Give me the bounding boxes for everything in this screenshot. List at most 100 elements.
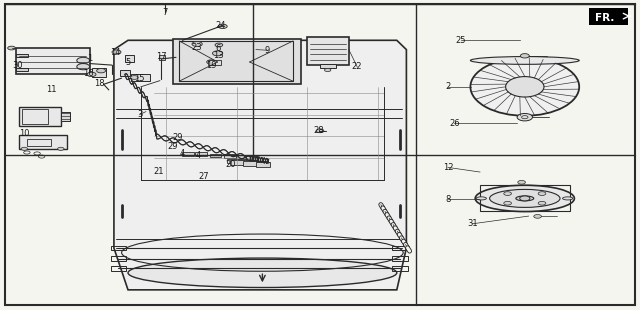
- Circle shape: [87, 72, 96, 77]
- Bar: [159, 55, 165, 60]
- Text: 3: 3: [137, 110, 142, 119]
- Text: 21: 21: [154, 166, 164, 176]
- Text: 10: 10: [19, 129, 29, 138]
- Circle shape: [518, 180, 525, 184]
- Circle shape: [324, 69, 331, 72]
- Text: 5: 5: [125, 58, 131, 67]
- Bar: [320, 64, 336, 68]
- Bar: [236, 155, 247, 159]
- Text: 15: 15: [134, 73, 145, 83]
- Text: 1: 1: [87, 54, 92, 64]
- Circle shape: [58, 147, 64, 150]
- Text: 12: 12: [443, 163, 453, 172]
- Ellipse shape: [470, 58, 579, 116]
- Bar: [230, 160, 244, 165]
- Circle shape: [538, 192, 546, 195]
- Bar: [307, 37, 349, 65]
- Text: 4: 4: [180, 149, 185, 158]
- Bar: [480, 185, 570, 211]
- Bar: [173, 39, 301, 84]
- Bar: [224, 154, 236, 158]
- Text: 31: 31: [467, 219, 477, 228]
- Bar: [111, 246, 126, 250]
- FancyBboxPatch shape: [589, 8, 628, 25]
- Circle shape: [131, 76, 138, 79]
- Bar: [19, 135, 67, 149]
- Bar: [61, 112, 70, 121]
- Circle shape: [112, 50, 121, 54]
- Circle shape: [21, 147, 28, 150]
- Circle shape: [192, 42, 202, 46]
- Text: 25: 25: [456, 36, 466, 45]
- Text: 11: 11: [46, 85, 56, 95]
- Circle shape: [538, 202, 546, 205]
- Circle shape: [504, 202, 511, 205]
- Bar: [392, 266, 408, 271]
- Bar: [92, 68, 106, 77]
- Text: 26: 26: [449, 119, 460, 128]
- Text: 9: 9: [265, 46, 270, 55]
- Text: 18: 18: [94, 79, 104, 88]
- Ellipse shape: [563, 197, 573, 200]
- Circle shape: [212, 51, 223, 56]
- Text: FR.: FR.: [595, 13, 614, 23]
- Circle shape: [316, 129, 324, 133]
- Text: 16: 16: [83, 69, 93, 78]
- Bar: [27, 139, 51, 146]
- Bar: [246, 156, 258, 160]
- Circle shape: [517, 113, 532, 121]
- Circle shape: [215, 43, 223, 47]
- Ellipse shape: [476, 197, 486, 200]
- Circle shape: [520, 54, 529, 58]
- Text: 22: 22: [352, 62, 362, 71]
- Text: 6: 6: [215, 43, 220, 53]
- Circle shape: [77, 57, 90, 64]
- Polygon shape: [114, 40, 406, 290]
- Circle shape: [77, 64, 90, 70]
- Bar: [256, 161, 268, 164]
- Bar: [19, 107, 61, 126]
- Bar: [240, 160, 252, 164]
- Ellipse shape: [516, 196, 534, 201]
- Ellipse shape: [490, 189, 560, 207]
- Circle shape: [504, 192, 511, 195]
- Text: 29: 29: [173, 133, 183, 143]
- Text: 20: 20: [225, 160, 236, 170]
- Bar: [131, 74, 150, 81]
- Text: 14: 14: [110, 47, 120, 57]
- Bar: [243, 161, 257, 166]
- Circle shape: [218, 24, 227, 29]
- Text: 4: 4: [196, 151, 201, 160]
- Bar: [392, 246, 408, 250]
- Bar: [111, 256, 126, 261]
- Bar: [208, 60, 221, 65]
- Circle shape: [207, 60, 216, 64]
- Bar: [125, 55, 134, 62]
- Bar: [22, 109, 48, 124]
- Circle shape: [520, 196, 530, 201]
- Text: 2: 2: [445, 82, 451, 91]
- Text: 17: 17: [156, 52, 166, 61]
- Text: 24: 24: [216, 21, 226, 30]
- Text: 13: 13: [214, 51, 224, 60]
- Text: 27: 27: [198, 171, 209, 181]
- Bar: [256, 162, 270, 167]
- Text: 19: 19: [206, 61, 216, 70]
- Circle shape: [534, 215, 541, 218]
- Circle shape: [8, 46, 15, 50]
- Text: 23: 23: [192, 42, 202, 52]
- Text: 29: 29: [168, 142, 178, 151]
- Bar: [16, 68, 28, 71]
- Bar: [210, 154, 221, 157]
- Bar: [16, 54, 28, 57]
- Ellipse shape: [506, 77, 544, 97]
- Bar: [111, 266, 126, 271]
- Ellipse shape: [470, 57, 579, 64]
- Ellipse shape: [475, 185, 575, 211]
- Bar: [182, 152, 194, 156]
- Bar: [16, 48, 90, 74]
- Text: 7: 7: [163, 8, 168, 17]
- Bar: [392, 256, 408, 261]
- Text: 8: 8: [445, 194, 451, 204]
- Text: 28: 28: [314, 126, 324, 135]
